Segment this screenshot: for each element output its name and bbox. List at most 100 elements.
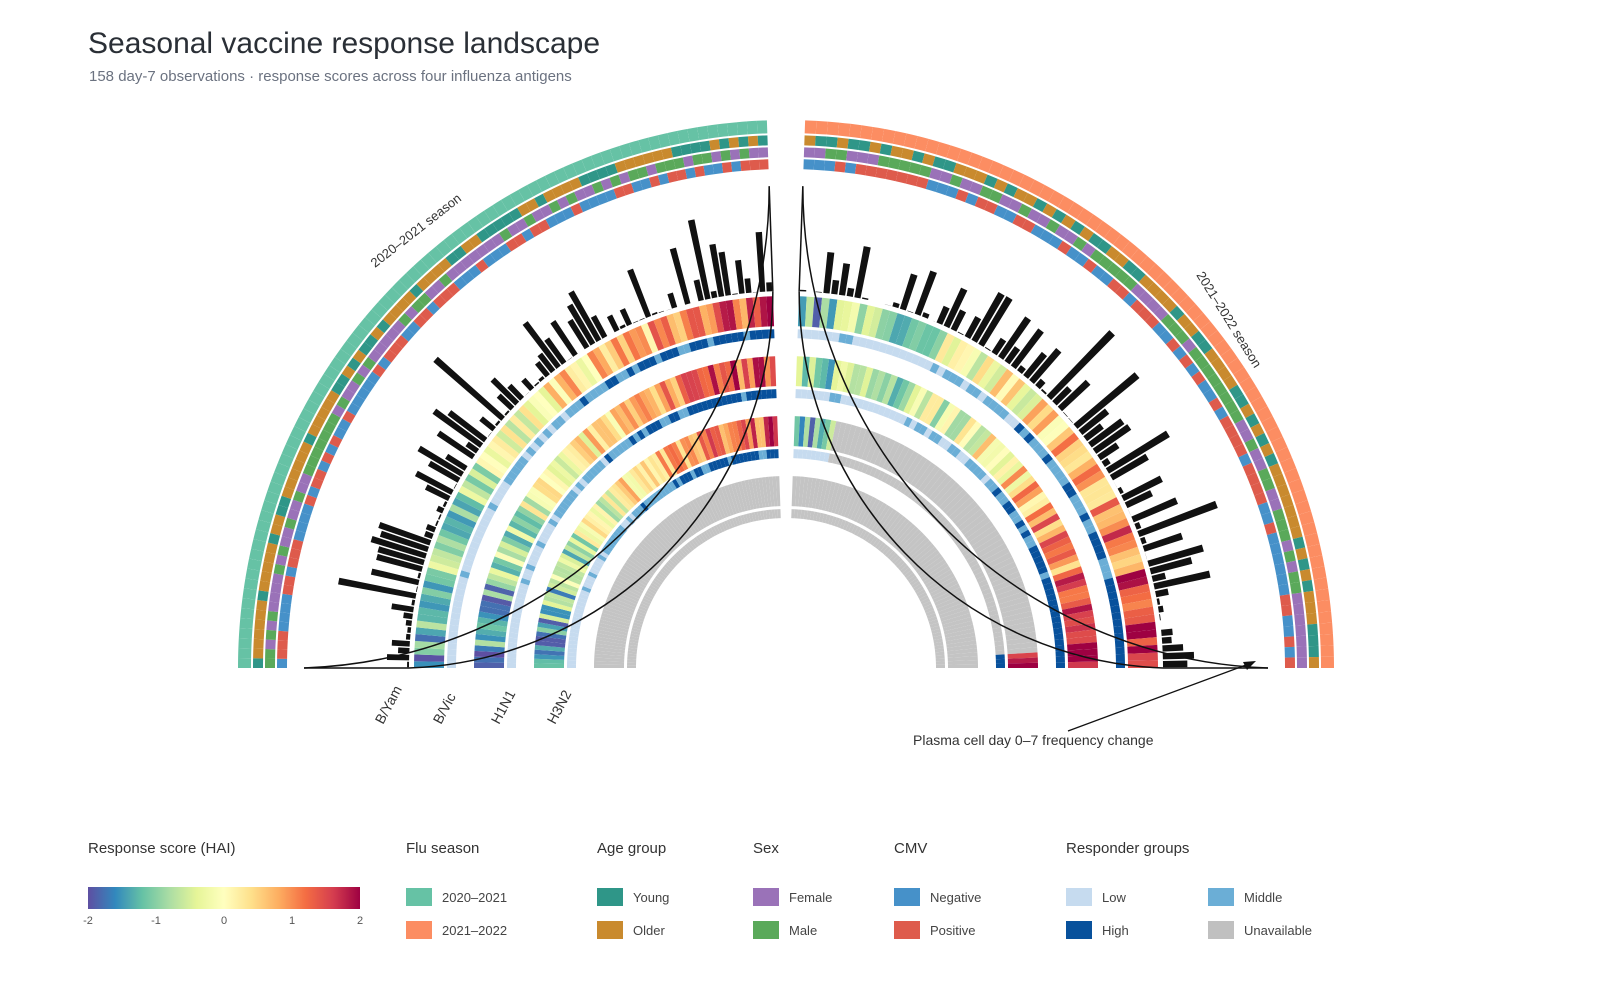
responder-cell	[587, 571, 598, 579]
cmv-cell	[453, 276, 468, 291]
score-cell	[793, 416, 801, 447]
score-cell-unavailable	[643, 537, 668, 560]
score-cell-unavailable	[945, 632, 976, 642]
age-cell	[1070, 220, 1085, 235]
plasma-bar	[1113, 481, 1117, 488]
age-cell	[476, 228, 490, 243]
responder-cell	[591, 564, 602, 572]
cmv-cell	[439, 288, 454, 303]
sex-cell	[1122, 276, 1138, 291]
age-cell	[614, 160, 627, 173]
responder-cell	[1065, 487, 1077, 499]
score-cell-unavailable	[992, 576, 1023, 592]
score-cell	[611, 483, 636, 509]
score-cell	[685, 370, 701, 401]
responder-cell	[463, 558, 474, 568]
season-cell	[285, 435, 302, 450]
responder-cell	[968, 462, 979, 473]
responder-cell	[595, 557, 605, 566]
score-cell-unavailable	[946, 644, 977, 652]
responder-cell	[1054, 639, 1065, 646]
responder-cell	[919, 594, 929, 602]
responder-cell	[584, 392, 595, 403]
age-cell	[1154, 289, 1170, 305]
score-cell	[544, 590, 575, 604]
cmv-cell	[356, 386, 371, 401]
responder-cell	[718, 522, 725, 533]
age-cell	[1264, 453, 1279, 468]
score-cell	[854, 303, 868, 335]
colorbar-tick: 0	[220, 915, 228, 927]
score-cell-unavailable	[882, 441, 901, 471]
sex-cell	[1098, 255, 1113, 271]
score-cell-unavailable	[647, 532, 672, 556]
responder-cell	[578, 477, 589, 488]
responder-cell	[884, 548, 894, 558]
age-cell	[492, 217, 506, 232]
score-cell-unavailable	[711, 489, 726, 519]
responder-cell	[525, 563, 536, 572]
sex-cell	[1265, 487, 1279, 502]
responder-cell	[1008, 510, 1020, 520]
responder-cell	[1105, 584, 1117, 594]
responder-cell	[809, 511, 815, 521]
season-cell	[240, 608, 255, 620]
age-cell	[468, 234, 483, 248]
responder-cell	[983, 592, 994, 600]
score-cell	[621, 474, 645, 500]
season-cell	[1067, 201, 1084, 219]
plasma-bar	[424, 530, 434, 539]
score-cell-unavailable	[951, 500, 978, 525]
responder-cell	[1055, 662, 1065, 668]
responder-cell	[523, 568, 534, 577]
score-cell	[578, 431, 602, 458]
score-cell	[1057, 584, 1089, 599]
cmv-cell	[758, 159, 769, 170]
cmv-cell	[712, 163, 724, 175]
score-cell-unavailable	[695, 497, 713, 526]
score-cell	[553, 373, 578, 401]
score-cell-unavailable	[878, 438, 896, 469]
score-cell-unavailable	[943, 620, 974, 632]
season-cell	[329, 357, 346, 373]
plasma-bar	[522, 321, 561, 369]
score-cell	[1104, 532, 1136, 550]
score-cell	[908, 320, 927, 352]
season-cell	[1291, 489, 1308, 505]
score-cell-unavailable	[775, 476, 781, 507]
season-cell	[1048, 190, 1065, 208]
sex-cell	[438, 273, 453, 288]
score-cell	[763, 416, 771, 447]
bar-track-outer	[303, 186, 770, 669]
responder-cell	[831, 332, 840, 343]
plasma-bar	[1124, 490, 1154, 509]
responder-cell	[1046, 593, 1057, 602]
age-cell	[316, 406, 331, 421]
score-cell-unavailable	[598, 622, 629, 633]
plasma-bar	[922, 312, 930, 319]
plasma-bar	[1035, 378, 1046, 390]
plasma-bar	[1010, 328, 1044, 370]
responder-cell	[584, 578, 595, 586]
plasma-bar	[991, 337, 1007, 356]
sex-cell	[266, 620, 278, 631]
responder-cell	[575, 604, 585, 612]
sex-cell	[1295, 624, 1306, 637]
score-cell-unavailable	[853, 493, 870, 523]
age-cell	[1297, 558, 1310, 571]
responder-cell	[867, 401, 876, 413]
score-cell	[1111, 554, 1143, 571]
sex-cell	[609, 174, 622, 188]
sex-cell	[341, 388, 355, 402]
score-cell	[691, 369, 706, 400]
score-cell-unavailable	[818, 479, 829, 510]
score-cell	[1046, 426, 1075, 452]
score-cell-unavailable	[1001, 605, 1032, 618]
cmv-cell	[984, 200, 998, 215]
score-cell	[542, 599, 573, 612]
score-cell	[609, 407, 631, 436]
score-cell	[586, 424, 610, 452]
cmv-cell	[482, 253, 497, 268]
responder-cell	[998, 408, 1010, 420]
season-cell	[707, 124, 719, 139]
